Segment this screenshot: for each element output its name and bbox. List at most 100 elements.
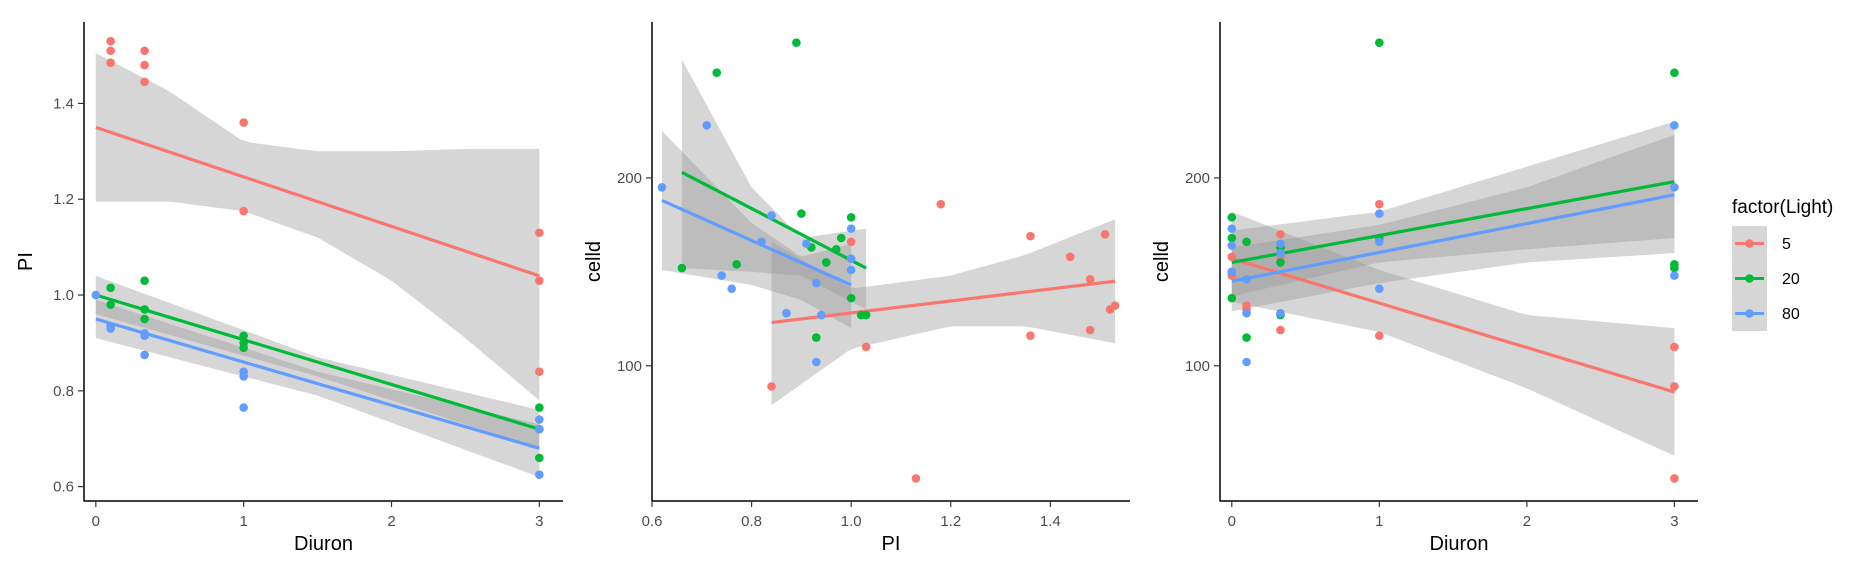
x-tick-label: 0.6 (642, 513, 663, 530)
data-point-80 (1375, 209, 1384, 218)
data-point-20 (1227, 293, 1237, 303)
data-point-5 (861, 342, 871, 352)
data-point-20 (846, 213, 856, 222)
data-point-80 (767, 211, 776, 220)
data-point-80 (535, 415, 544, 424)
fit-line-5 (1231, 257, 1675, 394)
data-point-5 (106, 36, 115, 46)
x-tick-label: 2 (1523, 513, 1531, 530)
legend-point-80 (1745, 309, 1754, 318)
data-point-5 (911, 474, 921, 483)
y-tick-label: 200 (617, 170, 642, 187)
data-point-5 (1026, 231, 1035, 241)
legend-title: factor(Light) (1732, 197, 1833, 218)
data-point-80 (239, 403, 248, 412)
data-point-5 (239, 206, 248, 216)
data-point-80 (812, 278, 821, 288)
x-tick-label: 1 (239, 513, 247, 530)
confidence-band-20 (1231, 121, 1675, 297)
x-tick-label: 0.8 (741, 513, 762, 530)
data-point-20 (1670, 263, 1679, 273)
data-point-80 (106, 324, 115, 333)
data-point-5 (140, 77, 149, 87)
legend-point-5 (1745, 239, 1754, 248)
confidence-band-5 (771, 219, 1116, 406)
x-tick-label: 3 (1670, 513, 1678, 530)
data-point-80 (1670, 271, 1679, 280)
data-point-20 (677, 263, 687, 273)
data-point-5 (1085, 325, 1095, 335)
data-point-5 (239, 118, 248, 127)
data-point-80 (757, 237, 766, 247)
x-tick-label: 3 (535, 513, 543, 530)
panel-2: 0.6 0.8 1.0 1.2 1.4 100 200 PI celld (583, 22, 1130, 555)
data-point-5 (1670, 474, 1679, 483)
data-point-5 (1026, 331, 1035, 340)
y-tick-label: 100 (1185, 358, 1210, 375)
data-point-20 (831, 244, 841, 254)
data-point-80 (1276, 239, 1285, 248)
legend-point-20 (1745, 274, 1754, 283)
data-point-5 (535, 367, 544, 376)
data-point-80 (1670, 121, 1679, 130)
fit-line-80 (95, 317, 540, 450)
data-point-20 (535, 453, 544, 463)
data-point-20 (1670, 68, 1679, 78)
fit-line-20 (95, 293, 540, 431)
y-axis-title: PI (15, 252, 37, 271)
data-point-80 (702, 121, 712, 130)
y-tick-label: 100 (617, 358, 642, 375)
data-point-80 (1375, 284, 1384, 294)
data-point-5 (535, 228, 544, 238)
data-point-20 (239, 331, 248, 341)
data-point-20 (861, 310, 871, 320)
data-point-20 (797, 209, 806, 218)
data-point-5 (1065, 252, 1075, 262)
data-point-80 (1242, 357, 1251, 367)
data-point-80 (1227, 224, 1237, 233)
data-point-5 (1100, 229, 1110, 239)
y-tick-label: 1.2 (53, 191, 74, 208)
data-point-5 (1375, 199, 1384, 209)
data-point-80 (812, 357, 821, 367)
data-point-20 (1242, 333, 1251, 342)
y-axis-title: celld (1151, 241, 1173, 282)
legend-label-20: 20 (1782, 271, 1800, 288)
legend: factor(Light) 5 20 80 (1732, 197, 1833, 331)
data-point-80 (535, 470, 544, 479)
data-point-80 (1227, 241, 1237, 250)
x-tick-label: 1.2 (940, 513, 961, 530)
data-point-80 (657, 183, 667, 192)
data-point-5 (767, 382, 776, 391)
data-point-80 (1242, 275, 1251, 284)
x-axis-title: Diuron (294, 533, 353, 555)
data-point-20 (140, 276, 149, 285)
x-axis-title: PI (882, 533, 901, 555)
confidence-band-80 (662, 130, 852, 329)
fit-line-5 (771, 279, 1116, 325)
data-point-5 (1085, 275, 1095, 284)
data-point-80 (846, 254, 856, 263)
y-tick-label: 1.4 (53, 95, 74, 112)
data-point-80 (846, 265, 856, 275)
data-point-20 (812, 333, 821, 342)
data-point-5 (1670, 382, 1679, 391)
data-point-20 (140, 305, 149, 314)
data-point-20 (792, 38, 801, 47)
data-point-80 (91, 290, 101, 300)
data-point-5 (140, 46, 149, 56)
data-point-20 (106, 283, 115, 293)
x-tick-label: 1 (1375, 513, 1383, 530)
fit-line-80 (661, 198, 852, 287)
data-point-20 (732, 260, 741, 269)
data-point-5 (1276, 325, 1285, 335)
data-point-20 (535, 403, 544, 412)
data-point-20 (1242, 237, 1251, 247)
y-tick-label: 200 (1185, 170, 1210, 187)
confidence-band-20 (681, 59, 867, 310)
data-point-5 (106, 58, 115, 68)
data-point-20 (821, 258, 831, 267)
data-point-80 (816, 310, 826, 320)
legend-label-5: 5 (1782, 236, 1791, 253)
